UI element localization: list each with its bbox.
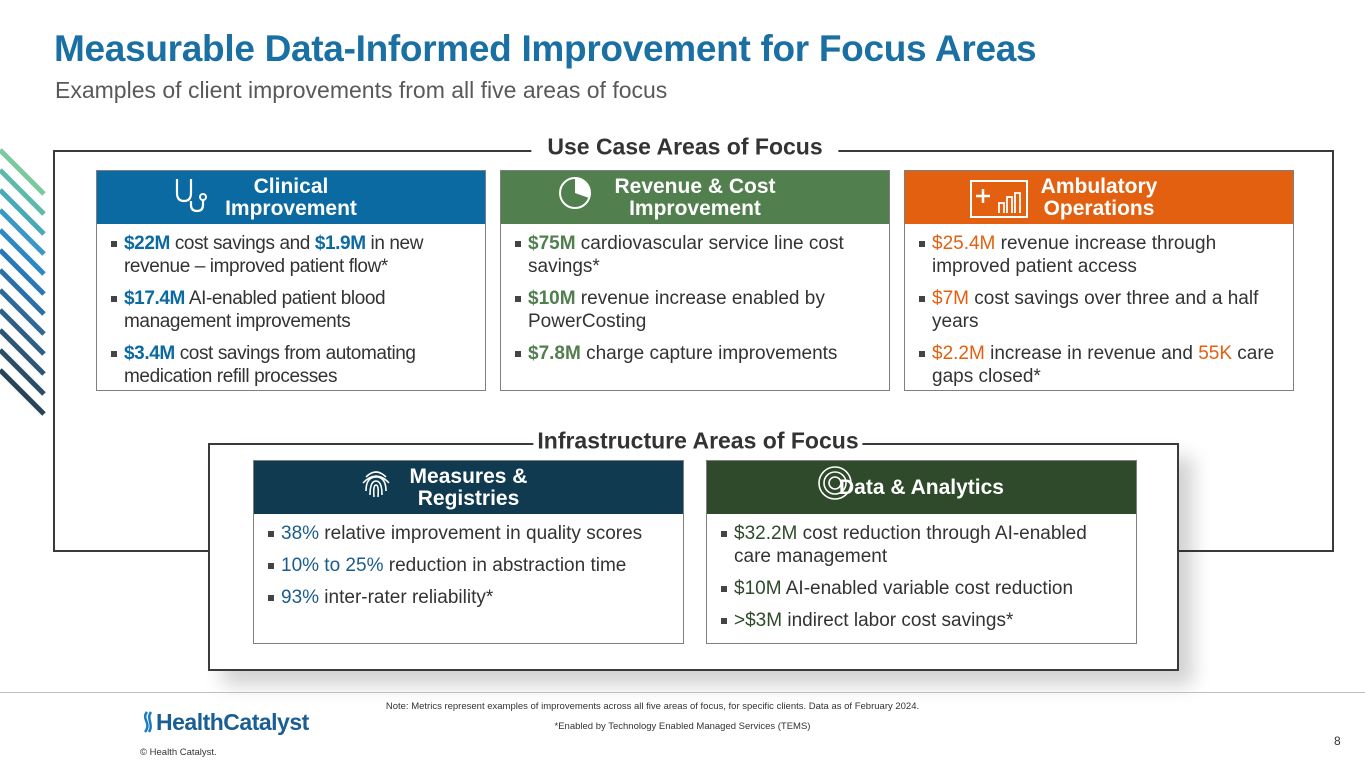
- metric: 93%: [281, 587, 320, 608]
- bullet-text: cost reduction through AI-enabled care m…: [734, 523, 1087, 567]
- bullet-text: charge capture improvements: [580, 343, 838, 364]
- card-icon: [818, 466, 852, 500]
- frame-label: Use Case Areas of Focus: [531, 133, 839, 161]
- card-header: Ambulatory Operations: [905, 171, 1293, 224]
- bullet-text: revenue increase enabled by PowerCosting: [528, 288, 825, 332]
- metric: $2.2M: [932, 343, 985, 364]
- metric: $10M: [528, 288, 576, 309]
- bullet-text: inter-rater reliability*: [319, 587, 494, 608]
- card-title: Measures & Registries: [409, 464, 528, 510]
- card-body: 38% relative improvement in quality scor…: [254, 514, 683, 609]
- bullet: $75M cardiovascular service line cost sa…: [515, 232, 875, 278]
- card-icon: [970, 180, 1028, 218]
- card: Measures & Registries 38% relative improv…: [253, 460, 684, 644]
- card-body: $75M cardiovascular service line cost sa…: [501, 224, 889, 365]
- card-header: Data & Analytics: [707, 461, 1136, 514]
- metric: $75M: [528, 233, 576, 254]
- bullet-text: in new revenue – improved patient flow*: [124, 233, 424, 277]
- bullet: $25.4M revenue increase through improved…: [919, 232, 1279, 278]
- frame-label: Infrastructure Areas of Focus: [533, 427, 863, 455]
- divider: [0, 692, 1365, 693]
- bullet-text: AI-enabled variable cost reduction: [781, 578, 1074, 599]
- bullet: 93% inter-rater reliability*: [268, 586, 669, 609]
- metric: 38%: [281, 523, 320, 544]
- card-header: Measures & Registries: [254, 461, 683, 514]
- bullet: $3.4M cost savings from automating medic…: [111, 342, 471, 388]
- card-title: Clinical Improvement: [225, 174, 357, 220]
- bullet-text: revenue increase through improved patien…: [932, 233, 1217, 277]
- card-icon: [175, 179, 207, 213]
- bullet-text: cost savings from automating medication …: [124, 343, 416, 387]
- card: Revenue & Cost Improvement $75M cardiovas…: [500, 170, 890, 391]
- metric: 10% to 25%: [281, 555, 384, 576]
- bullet: 10% to 25% reduction in abstraction time: [268, 554, 669, 577]
- metric: $10M: [734, 578, 782, 599]
- metric: $22M: [124, 233, 170, 254]
- logo-text: HealthCatalyst: [156, 709, 309, 735]
- bullet: 38% relative improvement in quality scor…: [268, 522, 669, 545]
- metric: $3.4M: [124, 343, 175, 364]
- bullet-text: AI-enabled patient blood management impr…: [124, 288, 386, 332]
- card: Clinical Improvement $22M cost savings an…: [96, 170, 486, 391]
- metric: $25.4M: [932, 233, 996, 254]
- bullet-text: relative improvement in quality scores: [319, 523, 643, 544]
- copyright: © Health Catalyst.: [140, 747, 217, 758]
- metric: $1.9M: [314, 233, 366, 254]
- bullet: $10M AI-enabled variable cost reduction: [721, 577, 1122, 600]
- bullet-text: cost savings over three and a half years: [932, 288, 1259, 332]
- card-header: Clinical Improvement: [97, 171, 485, 224]
- metric: $32.2M: [734, 523, 798, 544]
- bullet-text: cost savings and: [169, 233, 315, 254]
- card-title: Ambulatory Operations: [1040, 174, 1158, 220]
- bullet: $32.2M cost reduction through AI-enabled…: [721, 522, 1122, 568]
- bullet-text: cardiovascular service line cost savings…: [528, 233, 844, 277]
- card-body: $32.2M cost reduction through AI-enabled…: [707, 514, 1136, 632]
- metric: $7.8M: [528, 343, 581, 364]
- card-title: Revenue & Cost Improvement: [614, 174, 776, 220]
- card-icon: [362, 471, 390, 498]
- bullet-text: care gaps closed*: [932, 343, 1275, 387]
- card-title: Data & Analytics: [839, 475, 1004, 499]
- bullet: $17.4M AI-enabled patient blood manageme…: [111, 287, 471, 333]
- metric: 55K: [1198, 343, 1232, 364]
- decorative-stripes: [0, 148, 46, 416]
- bullet-text: reduction in abstraction time: [383, 555, 627, 576]
- bullet: $7M cost savings over three and a half y…: [919, 287, 1279, 333]
- title: Measurable Data-Informed Improvement for…: [54, 28, 1037, 69]
- bullet-text: increase in revenue and: [984, 343, 1199, 364]
- card: Data & Analytics $32.2M cost reduction th…: [706, 460, 1137, 644]
- bullet: $7.8M charge capture improvements: [515, 342, 875, 365]
- card-body: $22M cost savings and $1.9M in new reven…: [97, 224, 485, 388]
- footnote: *Enabled by Technology Enabled Managed S…: [554, 721, 811, 732]
- bullet: $10M revenue increase enabled by PowerCo…: [515, 287, 875, 333]
- metric: $7M: [932, 288, 969, 309]
- note: Note: Metrics represent examples of impr…: [385, 701, 920, 712]
- card-header: Revenue & Cost Improvement: [501, 171, 889, 224]
- metric: >$3M: [734, 610, 783, 631]
- bullet-text: indirect labor cost savings*: [782, 610, 1014, 631]
- subtitle: Examples of client improvements from all…: [55, 77, 668, 103]
- logo: HealthCatalyst: [140, 709, 309, 736]
- bullet: $2.2M increase in revenue and 55K care g…: [919, 342, 1279, 388]
- card: Ambulatory Operations $25.4M revenue incr…: [904, 170, 1294, 391]
- bullet: $22M cost savings and $1.9M in new reven…: [111, 232, 471, 278]
- bullet: >$3M indirect labor cost savings*: [721, 609, 1122, 632]
- metric: $17.4M: [124, 288, 185, 309]
- card-icon: [559, 177, 591, 209]
- logo-icon: [143, 711, 153, 733]
- page-number: 8: [1334, 734, 1341, 748]
- card-body: $25.4M revenue increase through improved…: [905, 224, 1293, 388]
